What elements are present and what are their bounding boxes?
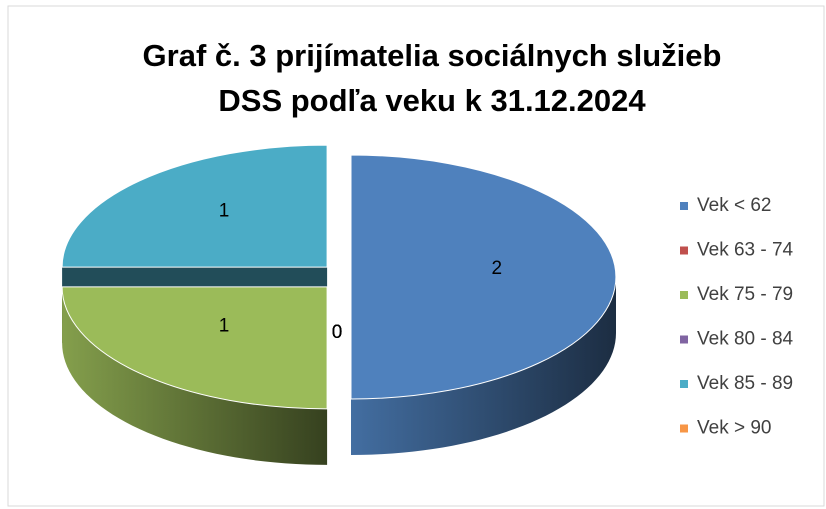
legend-swatch <box>680 335 688 344</box>
pie-slice <box>350 154 617 400</box>
data-label: 0 <box>332 322 343 343</box>
legend-label: Vek 75 - 79 <box>697 284 793 305</box>
pie-slice <box>61 286 328 410</box>
legend-label: Vek < 62 <box>697 195 771 216</box>
data-label: 1 <box>219 315 230 336</box>
data-label: 1 <box>219 201 230 222</box>
legend-swatch <box>680 202 688 210</box>
data-label: 0 <box>332 322 343 343</box>
legend-label: Vek 63 - 74 <box>697 240 794 261</box>
chart-title: DSS podľa veku k 31.12.2024 <box>218 83 646 118</box>
slice-wall <box>351 277 616 455</box>
legend-label: Vek > 90 <box>697 418 771 439</box>
data-label: 2 <box>491 258 502 279</box>
legend-swatch <box>680 246 688 255</box>
legend-label: Vek 85 - 89 <box>697 373 793 394</box>
chart-title: Graf č. 3 prijímatelia sociálnych služie… <box>143 38 722 73</box>
slice-wall <box>62 286 328 465</box>
legend-swatch <box>680 291 688 299</box>
legend-swatch <box>680 424 688 433</box>
legend-swatch <box>680 380 688 388</box>
data-label: 0 <box>332 322 343 343</box>
legend-label: Vek 80 - 84 <box>697 329 794 350</box>
pie-tops <box>61 144 617 410</box>
pie-slice <box>61 144 328 268</box>
